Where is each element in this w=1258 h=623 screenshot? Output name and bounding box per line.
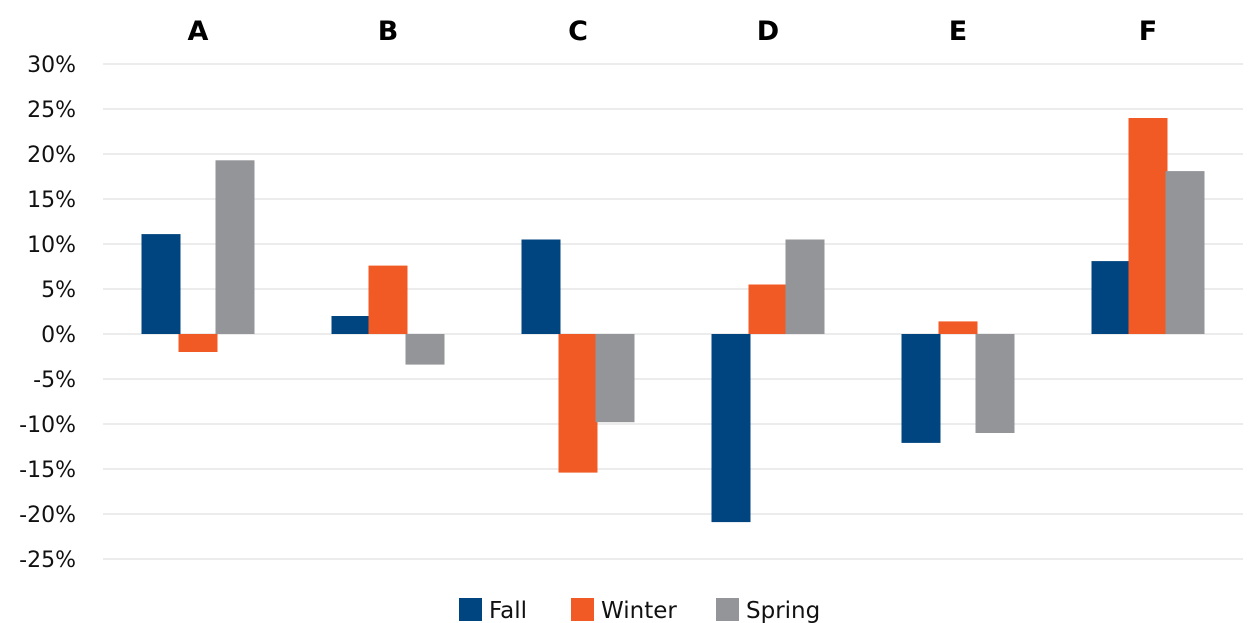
y-tick-label: 10% [27, 233, 76, 258]
y-tick-label: -25% [19, 548, 76, 573]
legend-item-winter: Winter [571, 598, 677, 623]
bar-fall-e [901, 334, 941, 443]
category-label: F [1139, 16, 1157, 47]
bar-winter-e [938, 321, 978, 334]
bar-spring-b [405, 334, 445, 365]
legend-swatch [716, 598, 739, 621]
bar-winter-b [368, 265, 408, 334]
y-axis-tick-labels: 30% 25% 20% 15% 10% 5% 0% -5% -10% -15% -20% -25% [19, 53, 76, 573]
bar-spring-d [785, 239, 825, 334]
gridlines [103, 63, 1243, 560]
bar-spring-f [1165, 171, 1205, 334]
legend-swatch [571, 598, 594, 621]
y-tick-label: 25% [27, 98, 76, 123]
legend-label: Winter [601, 598, 677, 623]
bar-fall-f [1091, 261, 1131, 334]
category-label: D [757, 16, 779, 47]
y-tick-label: -20% [19, 503, 76, 528]
bar-fall-a [141, 234, 181, 334]
bar-fall-c [521, 239, 561, 334]
category-label: B [378, 16, 399, 47]
bars [141, 118, 1205, 523]
y-tick-label: 0% [41, 323, 76, 348]
category-labels: A B C D E F [188, 16, 1158, 47]
legend-label: Spring [746, 598, 820, 623]
bar-spring-c [595, 334, 635, 423]
legend-swatch [459, 598, 482, 621]
category-label: E [949, 16, 967, 47]
bar-fall-b [331, 316, 371, 334]
legend-item-spring: Spring [716, 598, 820, 623]
y-tick-label: 5% [41, 278, 76, 303]
legend: Fall Winter Spring [459, 598, 820, 623]
legend-label: Fall [489, 598, 527, 623]
bar-winter-a [178, 334, 218, 352]
bar-winter-f [1128, 118, 1168, 334]
y-tick-label: 15% [27, 188, 76, 213]
category-label: C [568, 16, 588, 47]
bar-winter-c [558, 334, 598, 473]
y-tick-label: 20% [27, 143, 76, 168]
category-label: A [188, 16, 209, 47]
bar-spring-a [215, 160, 255, 334]
legend-item-fall: Fall [459, 598, 527, 623]
bar-winter-d [748, 284, 788, 334]
bar-spring-e [975, 334, 1015, 433]
bar-fall-d [711, 334, 751, 523]
y-tick-label: -5% [33, 368, 76, 393]
y-tick-label: -15% [19, 458, 76, 483]
y-tick-label: -10% [19, 413, 76, 438]
y-tick-label: 30% [27, 53, 76, 78]
